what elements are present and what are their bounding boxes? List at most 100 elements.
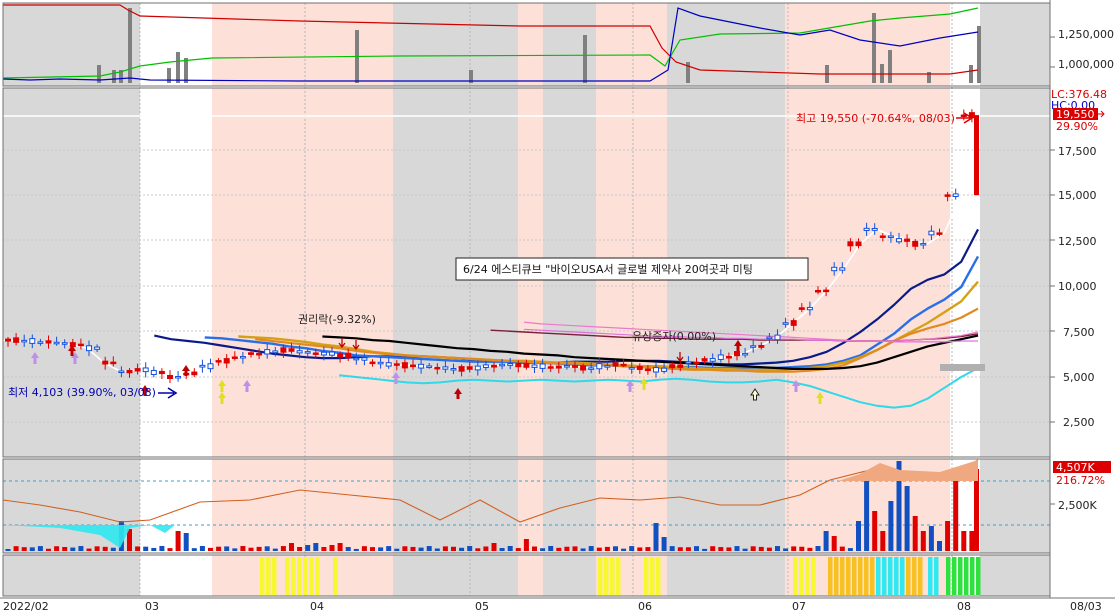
signal-bar-11 (604, 557, 609, 595)
volume-bar-44 (361, 546, 367, 551)
candle-body-24 (199, 364, 206, 368)
top-volume-bar-6 (184, 58, 188, 83)
candle-body-58 (474, 365, 481, 371)
volume-bar-103 (839, 546, 845, 551)
candle-body-72 (588, 367, 595, 370)
top-red-line (3, 4, 979, 75)
signal-bar-44 (976, 557, 981, 595)
band-1-0 (3, 88, 140, 457)
volume-bar-102 (831, 536, 837, 551)
volume-bar-71 (580, 548, 586, 551)
last-candle (974, 115, 979, 196)
volume-bar-0 (5, 549, 11, 551)
volume-bar-63 (515, 548, 521, 551)
volume-bar-77 (629, 546, 635, 551)
candle-body-82 (669, 364, 676, 369)
event-down-arrow-icon-0 (338, 338, 346, 349)
candle-body-70 (572, 365, 578, 368)
price-tick-7500: 7,500 (1063, 326, 1095, 339)
candle-body-74 (604, 365, 611, 368)
red-up-arrow-icon-4 (734, 340, 742, 351)
signal-bar-19 (805, 557, 810, 595)
candle-body-5 (45, 340, 52, 344)
candle-body-14 (118, 370, 125, 373)
candle-body-0 (5, 338, 11, 342)
candle-body-20 (167, 375, 173, 379)
signal-bar-35 (912, 557, 917, 595)
candle-body-31 (256, 352, 263, 356)
volume-bar-82 (669, 546, 675, 551)
volume-bar-17 (143, 546, 149, 551)
volume-bar-93 (758, 546, 764, 551)
band-1-10 (980, 88, 1050, 457)
volume-bar-111 (904, 486, 910, 551)
signal-bar-5 (297, 557, 302, 595)
volume-bar-83 (677, 547, 683, 551)
candle-body-66 (539, 363, 546, 369)
volume-bar-42 (345, 547, 351, 551)
signal-bar-12 (610, 557, 615, 595)
event-down-arrow-icon-1 (352, 340, 360, 351)
candle-body-107 (871, 227, 878, 231)
volume-bar-39 (321, 547, 327, 551)
signal-bar-34 (906, 557, 911, 595)
signal-bar-28 (870, 557, 875, 595)
volume-bar-20 (167, 548, 173, 551)
x-label-04: 04 (310, 600, 324, 613)
candle-body-1 (13, 337, 20, 343)
volume-bar-34 (280, 546, 286, 551)
candlesticks (5, 109, 985, 404)
candle-body-118 (960, 114, 967, 118)
volume-bar-70 (572, 546, 578, 551)
low-annotation: 최저 4,103 (39.90%, 03/08) (8, 386, 156, 399)
price-tick-5000: 5,000 (1063, 371, 1095, 384)
candle-body-97 (790, 320, 797, 326)
price-tick-10000: 10,000 (1058, 280, 1097, 293)
band-0-10 (980, 3, 1050, 86)
signal-bar-1 (266, 557, 271, 595)
red-up-arrow-icon-2 (182, 365, 190, 376)
candle-body-96 (782, 322, 789, 325)
band-3-2 (212, 555, 393, 596)
band-3-1 (140, 555, 212, 596)
volume-bar-112 (912, 516, 918, 551)
volume-bar-21 (175, 531, 181, 551)
volume-bar-35 (289, 543, 294, 551)
band-3-4 (518, 555, 543, 596)
volume-bar-73 (596, 547, 602, 551)
signal-bar-16 (656, 557, 661, 595)
candle-body-52 (426, 365, 433, 368)
candle-body-91 (742, 352, 749, 356)
candle-body-41 (337, 353, 344, 358)
candle-body-95 (774, 334, 781, 341)
candle-body-59 (482, 364, 489, 368)
top-green-line (2, 7, 979, 79)
candle-body-37 (304, 351, 311, 354)
candle-body-105 (855, 241, 862, 247)
volume-bar-117 (953, 481, 959, 551)
volume-bar-36 (297, 547, 303, 551)
candle-body-111 (904, 238, 911, 242)
candle-body-27 (223, 358, 230, 364)
up-arrow-icon-2 (218, 380, 226, 392)
candle-body-35 (288, 348, 295, 352)
signal-bar-26 (858, 557, 863, 595)
volume-bar-67 (548, 546, 554, 551)
band-0-7 (667, 3, 785, 86)
volume-bar-94 (766, 547, 772, 551)
volume-bar-66 (540, 548, 546, 551)
volume-bar-12 (102, 546, 108, 551)
volume-bar-105 (856, 521, 861, 551)
axis-background (1050, 0, 1115, 616)
candle-body-2 (21, 339, 28, 343)
candle-body-78 (636, 366, 643, 370)
signal-bar-20 (811, 557, 816, 595)
candle-body-108 (879, 235, 886, 238)
volume-bar-59 (483, 546, 489, 551)
volume-bar-55 (451, 546, 456, 551)
x-label-end: 08/03 (1070, 600, 1102, 613)
last-change-label: 29.90% (1056, 120, 1098, 133)
candle-body-11 (94, 346, 101, 350)
volume-bar-52 (426, 546, 432, 551)
